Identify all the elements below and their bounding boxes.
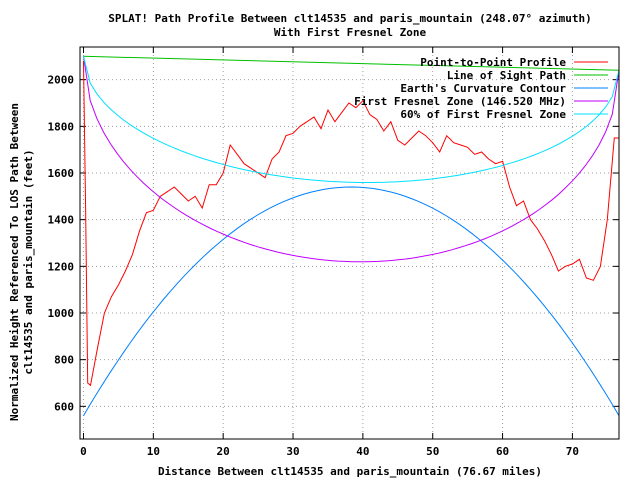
x-tick-label: 20 (217, 445, 230, 458)
series-line-4 (83, 56, 620, 263)
y-tick-label: 600 (54, 400, 74, 413)
grid-lines (80, 47, 619, 439)
x-tick-label: 10 (147, 445, 160, 458)
chart-title-line-1: SPLAT! Path Profile Between clt14535 and… (108, 12, 591, 25)
legend-label: Point-to-Point Profile (420, 56, 566, 69)
y-axis-label-line-2: clt14535 and paris_mountain (feet) (22, 149, 35, 374)
legend-label: First Fresnel Zone (146.520 MHz) (354, 95, 566, 108)
plot-frame (79, 46, 620, 440)
y-tick-label: 1000 (48, 307, 75, 320)
y-tick-label: 2000 (48, 74, 75, 87)
series-line-2 (83, 55, 620, 71)
series-line-3 (83, 186, 620, 416)
axis-ticks: 0 10 20 30 40 50 60 70 600 800 1000 1200 1400 1600 180… (48, 47, 619, 458)
series-line-5 (83, 56, 620, 183)
y-tick-label: 1200 (48, 260, 75, 273)
legend-label: 60% of First Fresnel Zone (400, 108, 566, 121)
y-tick-label: 800 (54, 354, 74, 367)
series-lines (83, 55, 620, 416)
y-tick-label: 1600 (48, 167, 75, 180)
chart-title-line-2: With First Fresnel Zone (274, 26, 427, 39)
x-tick-label: 50 (426, 445, 439, 458)
legend-label: Line of Sight Path (447, 69, 566, 82)
x-tick-label: 30 (286, 445, 299, 458)
x-tick-label: 60 (496, 445, 509, 458)
y-axis-label-line-1: Normalized Height Referenced To LOS Path… (8, 103, 21, 421)
legend-label: Earth's Curvature Contour (400, 82, 566, 95)
x-tick-label: 40 (356, 445, 369, 458)
y-tick-label: 1800 (48, 120, 75, 133)
y-tick-label: 1400 (48, 214, 75, 227)
x-tick-label: 70 (566, 445, 579, 458)
x-tick-label: 0 (80, 445, 87, 458)
x-axis-label: Distance Between clt14535 and paris_moun… (158, 465, 542, 478)
